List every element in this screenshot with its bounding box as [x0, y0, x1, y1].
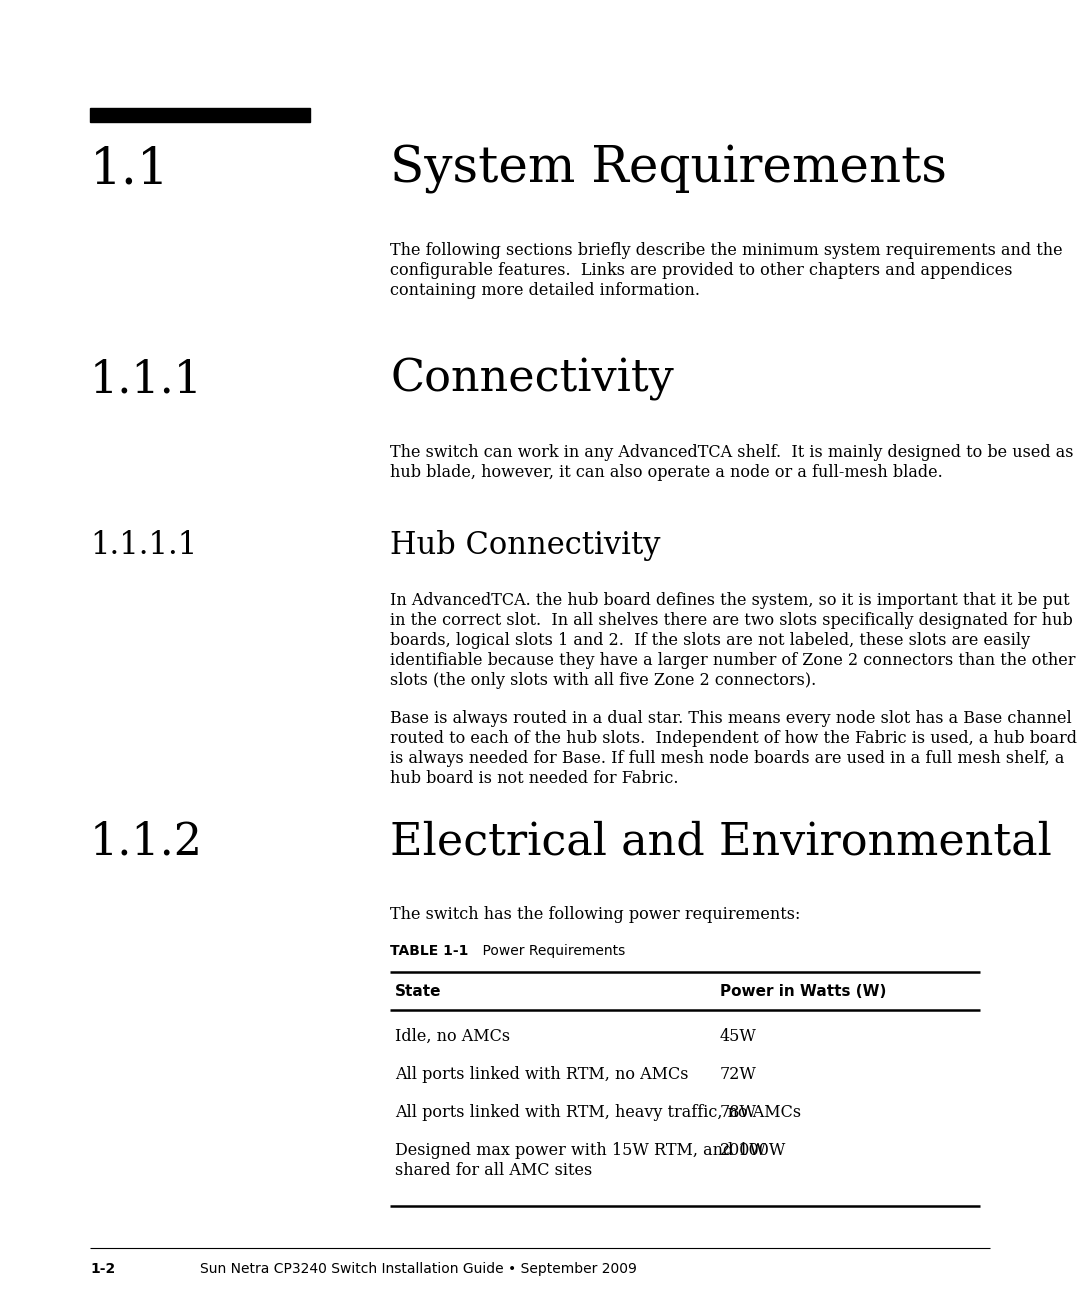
Text: System Requirements: System Requirements: [390, 145, 947, 194]
Text: 1-2: 1-2: [90, 1262, 116, 1277]
Text: 72W: 72W: [720, 1067, 757, 1083]
Text: configurable features.  Links are provided to other chapters and appendices: configurable features. Links are provide…: [390, 262, 1013, 279]
Text: hub board is not needed for Fabric.: hub board is not needed for Fabric.: [390, 770, 678, 787]
Text: Idle, no AMCs: Idle, no AMCs: [395, 1028, 510, 1045]
Text: routed to each of the hub slots.  Independent of how the Fabric is used, a hub b: routed to each of the hub slots. Indepen…: [390, 730, 1077, 746]
Text: Sun Netra CP3240 Switch Installation Guide • September 2009: Sun Netra CP3240 Switch Installation Gui…: [200, 1262, 637, 1277]
Text: The switch can work in any AdvancedTCA shelf.  It is mainly designed to be used : The switch can work in any AdvancedTCA s…: [390, 445, 1074, 461]
Text: All ports linked with RTM, no AMCs: All ports linked with RTM, no AMCs: [395, 1067, 689, 1083]
Text: Electrical and Environmental: Electrical and Environmental: [390, 820, 1052, 863]
Bar: [90, 108, 310, 122]
Text: The following sections briefly describe the minimum system requirements and the: The following sections briefly describe …: [390, 242, 1063, 259]
Text: identifiable because they have a larger number of Zone 2 connectors than the oth: identifiable because they have a larger …: [390, 652, 1076, 669]
Text: shared for all AMC sites: shared for all AMC sites: [395, 1163, 592, 1179]
Text: TABLE 1-1: TABLE 1-1: [390, 943, 469, 958]
Text: The switch has the following power requirements:: The switch has the following power requi…: [390, 906, 800, 923]
Text: 200W: 200W: [720, 1142, 767, 1159]
Text: All ports linked with RTM, heavy traffic, no AMCs: All ports linked with RTM, heavy traffic…: [395, 1104, 801, 1121]
Text: 1.1.1.1: 1.1.1.1: [90, 530, 198, 561]
Text: Hub Connectivity: Hub Connectivity: [390, 530, 661, 561]
Text: 1.1.2: 1.1.2: [90, 820, 203, 863]
Text: slots (the only slots with all five Zone 2 connectors).: slots (the only slots with all five Zone…: [390, 673, 816, 689]
Text: Designed max power with 15W RTM, and 100W: Designed max power with 15W RTM, and 100…: [395, 1142, 785, 1159]
Text: Connectivity: Connectivity: [390, 358, 674, 402]
Text: is always needed for Base. If full mesh node boards are used in a full mesh shel: is always needed for Base. If full mesh …: [390, 750, 1065, 767]
Text: 45W: 45W: [720, 1028, 757, 1045]
Text: In AdvancedTCA. the hub board defines the system, so it is important that it be : In AdvancedTCA. the hub board defines th…: [390, 592, 1069, 609]
Text: boards, logical slots 1 and 2.  If the slots are not labeled, these slots are ea: boards, logical slots 1 and 2. If the sl…: [390, 632, 1030, 649]
Text: 1.1: 1.1: [90, 145, 170, 194]
Text: State: State: [395, 984, 442, 999]
Text: Power Requirements: Power Requirements: [465, 943, 625, 958]
Text: 1.1.1: 1.1.1: [90, 358, 203, 402]
Text: 78W: 78W: [720, 1104, 757, 1121]
Text: hub blade, however, it can also operate a node or a full-mesh blade.: hub blade, however, it can also operate …: [390, 464, 943, 481]
Text: Power in Watts (W): Power in Watts (W): [720, 984, 887, 999]
Text: Base is always routed in a dual star. This means every node slot has a Base chan: Base is always routed in a dual star. Th…: [390, 710, 1071, 727]
Text: containing more detailed information.: containing more detailed information.: [390, 283, 700, 299]
Text: in the correct slot.  In all shelves there are two slots specifically designated: in the correct slot. In all shelves ther…: [390, 612, 1072, 629]
